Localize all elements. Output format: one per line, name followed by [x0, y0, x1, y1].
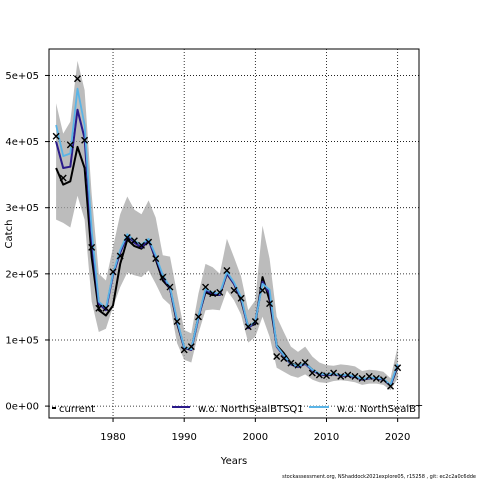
observed-point	[301, 358, 309, 366]
observed-point	[258, 286, 266, 294]
observed-point	[81, 136, 89, 144]
observed-point	[387, 382, 395, 390]
x-axis: 1980 1990 2000 2010 2020	[100, 418, 410, 443]
observed-point	[223, 267, 231, 275]
observed-point	[358, 374, 366, 382]
observed-point	[166, 283, 174, 291]
observed-point	[244, 323, 252, 331]
observed-point	[351, 372, 359, 380]
legend: current w.o. NorthSealBTSQ1 w.o. NorthSe…	[52, 404, 423, 415]
observed-point	[273, 353, 281, 360]
observed-point	[372, 374, 380, 382]
observed-point	[330, 369, 338, 377]
y-tick-label: 3e+05	[5, 203, 39, 214]
observed-point	[230, 286, 238, 294]
observed-point	[202, 283, 210, 291]
grid-lines	[49, 49, 419, 418]
observed-point	[59, 174, 67, 182]
legend-label-bt: w.o. NorthSealBT	[337, 404, 423, 415]
observed-point	[308, 369, 316, 377]
observed-point	[337, 372, 345, 380]
x-tick-label: 1990	[171, 432, 196, 443]
observed-point	[209, 290, 217, 298]
observed-point	[102, 304, 110, 312]
observed-point	[138, 241, 145, 249]
footer-note: stockassessment.org, NShaddock2021explor…	[282, 474, 476, 480]
legend-label-current: current	[59, 404, 95, 415]
observed-points	[52, 75, 402, 390]
observed-point	[237, 294, 245, 302]
observed-point	[73, 75, 81, 83]
observed-point	[180, 346, 188, 354]
y-tick-label: 1e+05	[5, 335, 39, 346]
observed-point	[394, 364, 402, 372]
observed-point	[379, 376, 387, 384]
x-axis-title: Years	[220, 456, 247, 467]
y-tick-label: 2e+05	[5, 269, 39, 280]
y-tick-label: 4e+05	[5, 137, 39, 148]
legend-label-tsq1: w.o. NorthSealBTSQ1	[198, 404, 304, 415]
observed-point	[52, 132, 60, 140]
observed-point	[315, 371, 323, 379]
observed-point	[280, 354, 288, 362]
observed-point	[266, 300, 274, 308]
x-tick-label: 2000	[243, 432, 268, 443]
observed-point	[194, 313, 202, 321]
x-tick-label: 1980	[100, 432, 125, 443]
plot-frame	[48, 48, 420, 419]
observed-point	[173, 317, 181, 325]
observed-point	[152, 255, 160, 263]
observed-point	[159, 273, 167, 281]
observed-point	[130, 237, 138, 245]
observed-point	[95, 304, 103, 312]
x-tick-label: 2010	[314, 432, 339, 443]
observed-point	[251, 317, 259, 325]
observed-point	[88, 243, 96, 251]
observed-point	[145, 238, 153, 246]
observed-point	[323, 372, 330, 380]
y-axis: 0e+00 1e+05 2e+05 3e+05 4e+05 5e+05	[5, 71, 49, 413]
observed-point	[116, 252, 124, 260]
x-tick-label: 2020	[385, 432, 410, 443]
y-axis-title: Catch	[4, 220, 15, 249]
observed-point	[109, 268, 117, 276]
observed-point	[66, 141, 74, 149]
observed-point	[365, 372, 373, 380]
series-line-bt	[55, 87, 399, 386]
series-lines	[55, 87, 399, 387]
observed-point	[294, 361, 302, 369]
observed-point	[187, 343, 195, 351]
observed-point	[344, 371, 352, 379]
y-tick-label: 0e+00	[5, 402, 39, 413]
observed-point	[287, 359, 295, 367]
observed-point	[123, 233, 131, 241]
confidence-band	[56, 60, 398, 391]
observed-point	[216, 288, 224, 296]
y-tick-label: 5e+05	[5, 71, 39, 82]
